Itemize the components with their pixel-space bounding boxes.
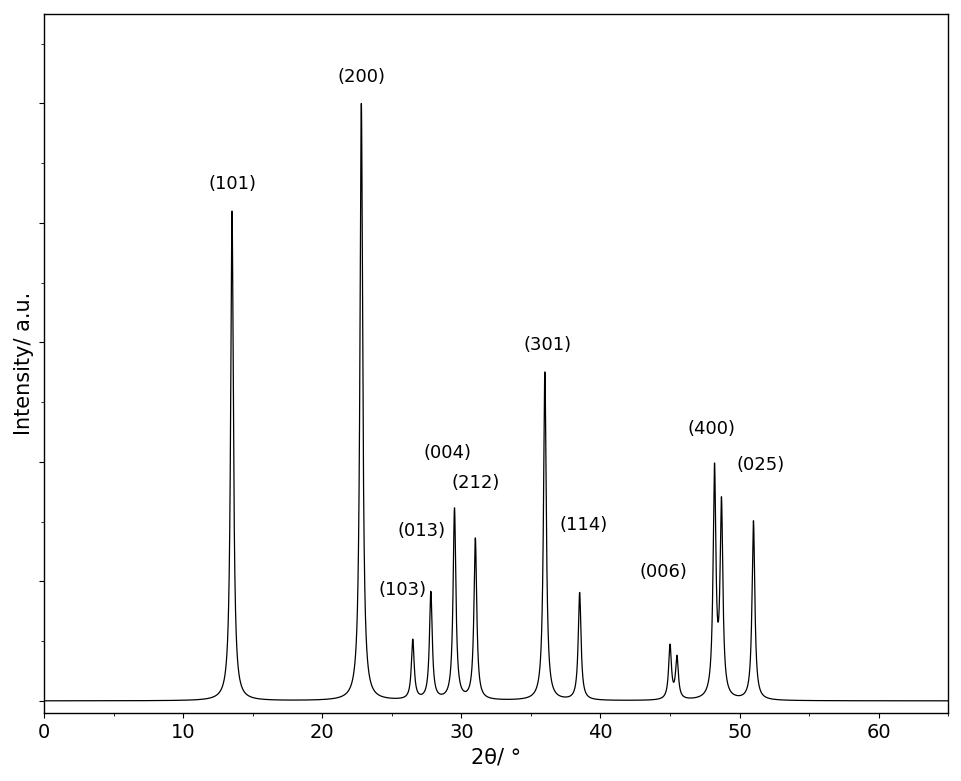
Y-axis label: Intensity/ a.u.: Intensity/ a.u. <box>13 292 34 435</box>
Text: (400): (400) <box>687 420 735 438</box>
Text: (101): (101) <box>208 175 256 193</box>
Text: (103): (103) <box>379 581 427 599</box>
Text: (212): (212) <box>451 474 499 492</box>
Text: (200): (200) <box>337 68 385 86</box>
Text: (301): (301) <box>523 337 571 355</box>
Text: (004): (004) <box>423 444 471 462</box>
Text: (025): (025) <box>735 456 784 474</box>
X-axis label: 2θ/ °: 2θ/ ° <box>471 747 521 767</box>
Text: (006): (006) <box>638 563 686 581</box>
Text: (013): (013) <box>397 522 445 540</box>
Text: (114): (114) <box>559 515 607 533</box>
